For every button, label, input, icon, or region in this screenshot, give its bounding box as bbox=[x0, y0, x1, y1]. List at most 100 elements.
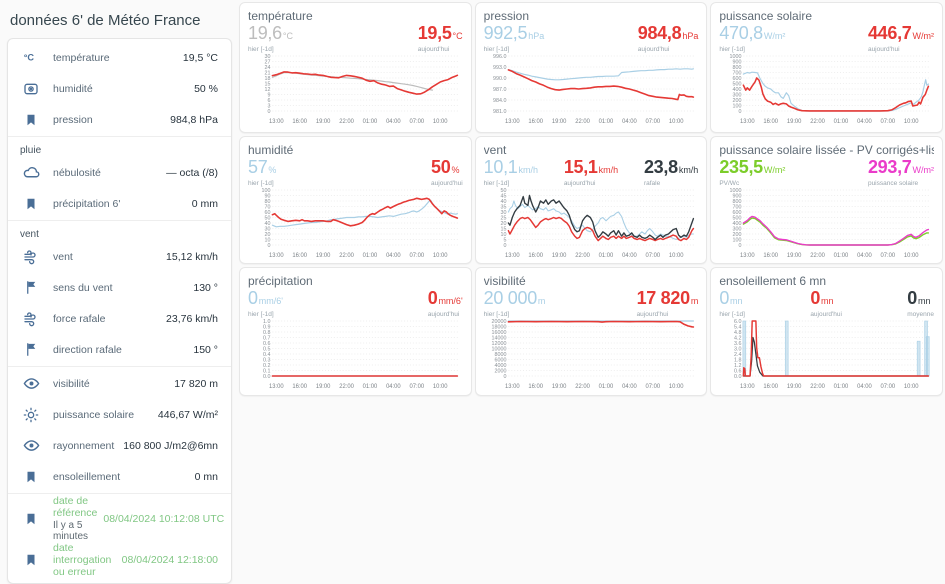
stat-unit: km/h bbox=[678, 165, 699, 175]
svg-text:04:00: 04:00 bbox=[857, 253, 872, 259]
panel-title: puissance solaire bbox=[719, 9, 813, 23]
panel-pv-lissee[interactable]: puissance solaire lissée - PV corrigés+l… bbox=[710, 136, 943, 264]
metric-label: force rafale bbox=[53, 312, 106, 325]
series-puissance-solaire-lissee bbox=[743, 215, 930, 246]
svg-text:16:00: 16:00 bbox=[292, 119, 307, 125]
svg-text:16:00: 16:00 bbox=[764, 384, 779, 390]
svg-text:16:00: 16:00 bbox=[528, 253, 543, 259]
panel-visibilite[interactable]: visibilité 20 000m hier [-1d] 17 820m aujour… bbox=[474, 267, 708, 396]
svg-text:13:00: 13:00 bbox=[269, 253, 284, 259]
sidebar-row-humidite: humidité 50 % bbox=[8, 73, 231, 104]
chart-ensoleillement[interactable]: 0.00.61.21.82.43.03.64.24.85.46.0 13:00 16… bbox=[719, 319, 934, 393]
svg-text:4000: 4000 bbox=[494, 363, 506, 369]
sidebar-row-temperature: °C température 19,5 °C bbox=[8, 42, 231, 73]
svg-text:9: 9 bbox=[267, 92, 270, 98]
svg-text:19:00: 19:00 bbox=[787, 384, 802, 390]
svg-text:20: 20 bbox=[500, 221, 506, 227]
metric-label: direction rafale bbox=[53, 343, 122, 356]
sidebar-row-rayonnement: rayonnement 160 800 J/m2@6mn bbox=[8, 430, 231, 461]
metric-label-wrap: force rafale bbox=[44, 313, 160, 325]
svg-text:01:00: 01:00 bbox=[363, 253, 378, 259]
panel-precipitation[interactable]: précipitation 0mm/6' hier [-1d] 0mm/6' aujou… bbox=[239, 267, 472, 396]
metric-label: vent bbox=[53, 250, 73, 263]
svg-text:15: 15 bbox=[500, 226, 506, 232]
stat-value: 992,5 bbox=[483, 23, 528, 43]
bookmark-icon bbox=[18, 197, 44, 211]
metric-value: — octa (/8) bbox=[166, 166, 218, 179]
stat-unit: °C bbox=[452, 31, 463, 41]
svg-text:19:00: 19:00 bbox=[551, 384, 566, 390]
metric-sublabel: Il y a 5 minutes bbox=[53, 520, 89, 542]
bookmark-icon bbox=[18, 113, 44, 127]
svg-text:13:00: 13:00 bbox=[505, 384, 520, 390]
svg-text:16:00: 16:00 bbox=[764, 119, 779, 125]
svg-text:10:00: 10:00 bbox=[669, 384, 684, 390]
stat-aujourd-hui: 15,1km/h aujourd'hui bbox=[563, 157, 618, 187]
svg-text:07:00: 07:00 bbox=[645, 253, 660, 259]
stat-unit: mn bbox=[821, 296, 834, 306]
svg-text:16:00: 16:00 bbox=[764, 253, 779, 259]
chart-visibilite[interactable]: 0200040006000800010000120001400016000180… bbox=[484, 319, 699, 393]
stat-hier-1d: 19,6°C hier [-1d] bbox=[248, 24, 293, 53]
stat-moyenne: 0mn moyenne bbox=[907, 289, 934, 318]
metric-value: 15,12 km/h bbox=[166, 250, 218, 263]
metric-value: 0 mm bbox=[191, 197, 218, 210]
metric-label: pression bbox=[53, 113, 93, 126]
panel-humidite[interactable]: humidité 57% hier [-1d] 50% aujourd'hui 0 10 20… bbox=[239, 136, 472, 264]
svg-text:22:00: 22:00 bbox=[575, 253, 590, 259]
chart-precipitation[interactable]: 0.00.10.20.30.40.50.60.70.80.91.0 13:00 16… bbox=[248, 319, 463, 393]
panel-puissance-solaire[interactable]: puissance solaire 470,8W/m² hier [-1d] 446,… bbox=[710, 2, 943, 133]
panel-temperature[interactable]: température 19,6°C hier [-1d] 19,5°C aujourd… bbox=[239, 2, 472, 133]
stat-value: 446,7 bbox=[867, 23, 912, 43]
svg-text:10:00: 10:00 bbox=[904, 119, 919, 125]
panel-ensoleillement[interactable]: ensoleillement 6 mn 0mn hier [-1d] 0mn aujou… bbox=[710, 267, 943, 396]
svg-text:°C: °C bbox=[23, 52, 34, 62]
metric-label: visibilité bbox=[53, 377, 90, 390]
sidebar-row-force-rafale: force rafale 23,76 km/h bbox=[8, 303, 231, 334]
panel-stats: 0mn hier [-1d] 0mn aujourd'hui 0mn moyenne bbox=[719, 289, 934, 318]
svg-text:800: 800 bbox=[733, 65, 742, 71]
svg-text:07:00: 07:00 bbox=[881, 253, 896, 259]
svg-text:22:00: 22:00 bbox=[339, 253, 354, 259]
svg-text:0.6: 0.6 bbox=[734, 368, 741, 374]
stat-hier-1d: 57% hier [-1d] bbox=[248, 158, 277, 187]
series-moyenne bbox=[743, 336, 930, 377]
svg-text:07:00: 07:00 bbox=[881, 119, 896, 125]
panel-pression[interactable]: pression 992,5hPa hier [-1d] 984,8hPa aujour… bbox=[474, 2, 708, 133]
bar-hier bbox=[917, 340, 921, 377]
svg-text:14000: 14000 bbox=[491, 335, 506, 341]
svg-text:19:00: 19:00 bbox=[787, 119, 802, 125]
svg-text:18: 18 bbox=[264, 76, 270, 82]
metric-value: 984,8 hPa bbox=[170, 113, 218, 126]
stat-value: 0 bbox=[248, 288, 258, 308]
stat-hier-1d: 470,8W/m² hier [-1d] bbox=[719, 24, 785, 53]
svg-text:04:00: 04:00 bbox=[386, 119, 401, 125]
svg-text:01:00: 01:00 bbox=[834, 384, 849, 390]
metric-value: 08/04/2024 12:18:00 bbox=[121, 554, 218, 566]
svg-text:21: 21 bbox=[264, 70, 270, 76]
weather-data-card: °C température 19,5 °C humidité 50 % pression… bbox=[7, 38, 232, 584]
panel-stats: 235,5W/m² PV/Wc 293,7W/m² puissance solaire bbox=[719, 158, 934, 187]
svg-text:10:00: 10:00 bbox=[433, 253, 448, 259]
stat-value: 15,1 bbox=[563, 157, 598, 177]
chart-pression[interactable]: 981.0 984.0 987.0 990.0 993.0 996.0 13:00 16:00… bbox=[484, 54, 699, 128]
stat-sublabel: hier [-1d] bbox=[248, 46, 274, 53]
stat-value-row: 0mm/6' bbox=[428, 289, 463, 310]
flag-icon bbox=[18, 342, 44, 357]
stat-unit: % bbox=[268, 165, 277, 175]
svg-text:6: 6 bbox=[267, 98, 270, 104]
svg-text:60: 60 bbox=[264, 210, 270, 216]
svg-text:22:00: 22:00 bbox=[811, 253, 826, 259]
svg-text:0.1: 0.1 bbox=[263, 368, 270, 374]
stat-sublabel: moyenne bbox=[907, 311, 934, 318]
sidebar-group: °C température 19,5 °C humidité 50 % pression… bbox=[8, 41, 231, 136]
svg-text:40: 40 bbox=[500, 199, 506, 205]
panel-vent[interactable]: vent 10,1km/h hier [-1d] 15,1km/h aujourd'hu… bbox=[474, 136, 708, 264]
sidebar-row-nebulosite: nébulosité — octa (/8) bbox=[8, 157, 231, 188]
svg-text:16:00: 16:00 bbox=[292, 253, 307, 259]
